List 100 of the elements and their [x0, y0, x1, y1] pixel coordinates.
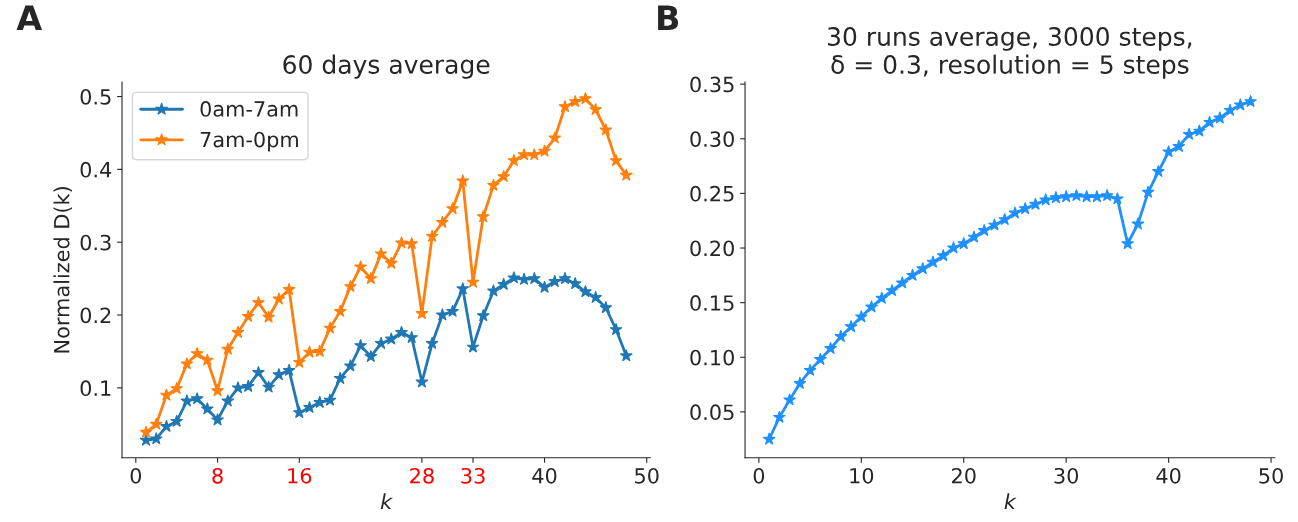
point	[211, 384, 225, 397]
point	[272, 292, 286, 305]
point	[916, 262, 930, 275]
point	[456, 282, 470, 295]
y-tick-label: 0.1	[80, 380, 111, 397]
x-tick-label: 50	[1259, 467, 1283, 484]
point	[343, 359, 357, 372]
point	[507, 271, 521, 284]
point	[517, 272, 531, 285]
point	[486, 178, 500, 191]
point	[160, 419, 173, 433]
point	[998, 212, 1012, 226]
point	[558, 271, 572, 285]
x-tick-label: 28	[410, 467, 434, 484]
x-tick-label: 40	[532, 467, 557, 484]
point	[1233, 98, 1247, 111]
point	[1141, 185, 1155, 198]
point	[538, 144, 551, 157]
x-tick-label: 50	[635, 467, 659, 484]
point	[793, 376, 807, 390]
point	[538, 280, 551, 293]
point	[456, 174, 470, 187]
point	[599, 123, 613, 136]
point	[1162, 145, 1176, 158]
point	[364, 271, 378, 285]
point	[875, 291, 889, 304]
point	[190, 346, 204, 360]
point	[1049, 191, 1063, 204]
point	[803, 363, 817, 376]
point	[139, 433, 153, 446]
point	[231, 325, 245, 339]
point	[190, 392, 204, 405]
y-tick-label: 0.35	[690, 76, 734, 93]
point	[170, 381, 184, 395]
y-tick-label: 0.05	[690, 404, 734, 421]
y-axis-title: Normalized D(k)	[53, 187, 73, 353]
point	[1151, 164, 1165, 178]
point	[497, 277, 511, 291]
point	[967, 230, 981, 243]
point	[1028, 197, 1042, 210]
point	[844, 319, 858, 333]
point	[578, 284, 592, 298]
x-tick-label: 33	[461, 467, 485, 484]
point	[527, 148, 541, 161]
point	[1059, 189, 1073, 203]
point	[282, 282, 296, 296]
point	[272, 367, 286, 381]
point	[589, 290, 603, 304]
point	[1110, 192, 1124, 205]
point	[936, 248, 950, 262]
point	[906, 268, 919, 281]
point	[446, 304, 460, 317]
x-axis-title: k	[1004, 493, 1017, 510]
y-tick-label: 0.10	[690, 349, 734, 366]
text: B	[658, 5, 679, 30]
point	[558, 99, 572, 113]
point	[507, 153, 521, 167]
point	[1100, 188, 1114, 202]
point	[957, 236, 971, 250]
point	[180, 394, 194, 407]
point	[415, 375, 429, 388]
point	[1090, 189, 1104, 203]
point	[139, 425, 153, 438]
point	[241, 309, 255, 323]
point	[395, 325, 408, 339]
point	[1192, 124, 1206, 137]
point	[854, 310, 868, 323]
point	[374, 247, 388, 260]
point	[384, 332, 398, 345]
point	[885, 283, 899, 297]
point	[149, 417, 163, 430]
point	[476, 209, 490, 223]
point	[200, 402, 214, 415]
point	[170, 414, 184, 427]
point	[517, 148, 531, 161]
point	[292, 355, 306, 368]
point	[446, 201, 460, 215]
point	[926, 255, 940, 268]
point	[947, 241, 960, 254]
point	[323, 393, 337, 406]
y-tick-label: 0.15	[690, 295, 734, 311]
point	[762, 432, 776, 445]
point	[619, 349, 633, 362]
y-tick-label: 0.5	[80, 88, 111, 105]
x-tick-label: 8	[212, 467, 223, 484]
point	[895, 276, 909, 289]
point	[221, 342, 235, 355]
point	[303, 345, 316, 358]
point	[609, 153, 623, 167]
point	[1080, 189, 1094, 203]
chart-title: 60 days average	[283, 54, 490, 79]
point	[313, 344, 327, 358]
point	[374, 336, 388, 350]
point	[548, 274, 562, 288]
point	[395, 236, 408, 249]
point	[568, 94, 582, 108]
point	[1244, 94, 1258, 108]
chart-title: 30 runs average, 3000 steps, δ = 0.3, resolution = 5 steps	[827, 27, 1192, 79]
legend-label: 0am-7am	[200, 101, 298, 117]
text: A	[16, 5, 42, 30]
